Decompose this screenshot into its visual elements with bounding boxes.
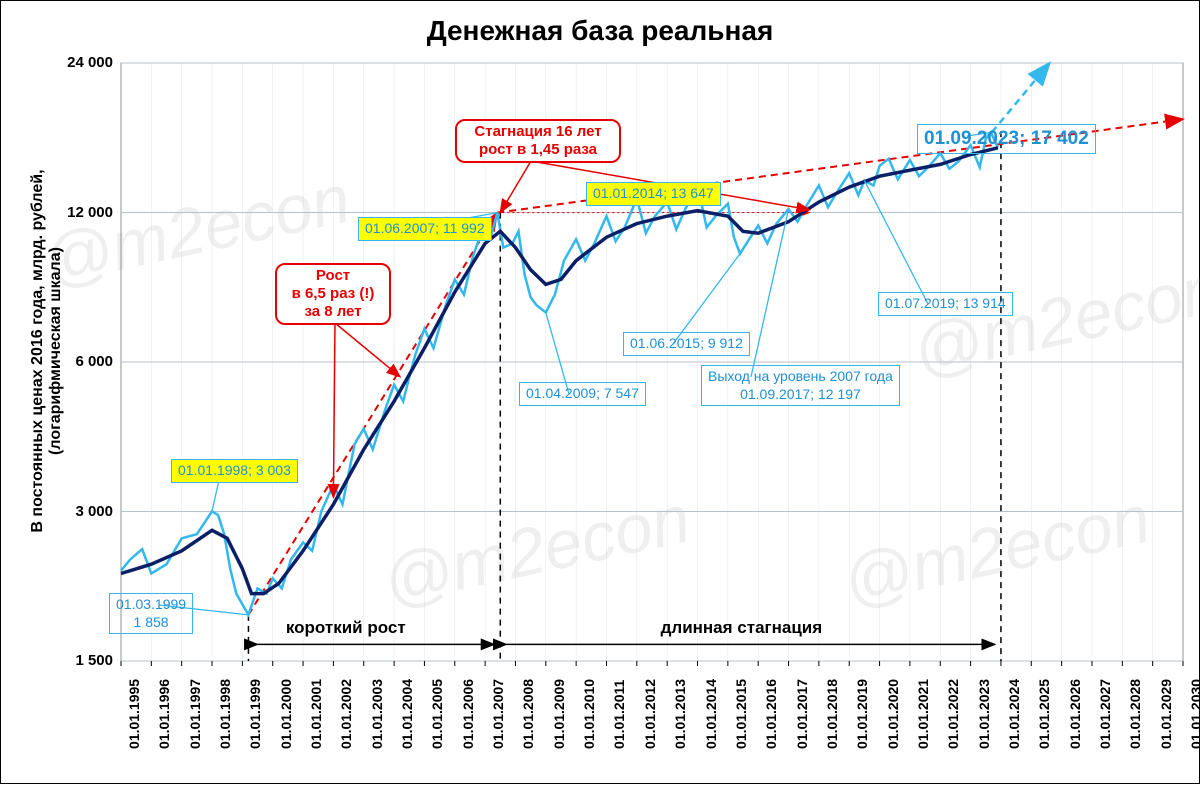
x-tick-label: 01.01.2003 bbox=[369, 679, 385, 749]
x-tick-label: 01.01.2012 bbox=[642, 679, 658, 749]
x-tick-label: 01.01.2011 bbox=[611, 680, 627, 749]
data-label: 01.03.19991 858 bbox=[109, 593, 193, 634]
data-label: 01.01.2014; 13 647 bbox=[586, 182, 721, 206]
period-label-long_stag: длинная стагнация bbox=[661, 618, 823, 638]
x-tick-label: 01.01.2021 bbox=[915, 679, 931, 749]
x-tick-label: 01.01.2006 bbox=[460, 679, 476, 749]
y-tick-label: 12 000 bbox=[61, 204, 113, 221]
y-tick-label: 1 500 bbox=[61, 652, 113, 669]
x-tick-label: 01.01.2023 bbox=[976, 679, 992, 749]
data-label: 01.06.2015; 9 912 bbox=[623, 332, 750, 356]
period-label-short_growth: короткий рост bbox=[286, 618, 406, 638]
x-tick-label: 01.01.2024 bbox=[1006, 679, 1022, 749]
callout: Роств 6,5 раз (!)за 8 лет bbox=[275, 263, 391, 325]
x-tick-label: 01.01.2009 bbox=[551, 679, 567, 749]
x-tick-label: 01.01.2008 bbox=[520, 679, 536, 749]
data-label: Выход на уровень 2007 года01.09.2017; 12… bbox=[701, 365, 900, 406]
x-tick-label: 01.01.2026 bbox=[1067, 679, 1083, 749]
x-tick-label: 01.01.2010 bbox=[581, 679, 597, 749]
y-tick-label: 6 000 bbox=[61, 353, 113, 370]
x-tick-label: 01.01.2001 bbox=[308, 679, 324, 749]
x-tick-label: 01.01.2030 bbox=[1188, 679, 1200, 749]
y-axis-title: В постоянных ценах 2016 года, млрд. рубл… bbox=[29, 131, 65, 571]
x-tick-label: 01.01.1996 bbox=[156, 679, 172, 749]
x-tick-label: 01.01.2019 bbox=[854, 679, 870, 749]
x-tick-label: 01.01.1999 bbox=[247, 679, 263, 749]
x-tick-label: 01.01.2016 bbox=[763, 679, 779, 749]
x-tick-label: 01.01.2000 bbox=[278, 679, 294, 749]
x-tick-label: 01.01.2022 bbox=[945, 679, 961, 749]
y-tick-label: 24 000 bbox=[61, 54, 113, 71]
x-tick-label: 01.01.2005 bbox=[429, 679, 445, 749]
x-tick-label: 01.01.1998 bbox=[217, 679, 233, 749]
x-tick-label: 01.01.2002 bbox=[338, 679, 354, 749]
chart-container: Денежная база реальная @m2econ @m2econ @… bbox=[0, 0, 1200, 784]
x-tick-label: 01.01.2013 bbox=[672, 679, 688, 749]
x-tick-label: 01.01.2020 bbox=[885, 679, 901, 749]
x-tick-label: 01.01.2004 bbox=[399, 679, 415, 749]
x-tick-label: 01.01.1997 bbox=[187, 679, 203, 749]
x-tick-label: 01.01.2014 bbox=[703, 679, 719, 749]
data-label: 01.04.2009; 7 547 bbox=[519, 382, 646, 406]
x-tick-label: 01.01.1995 bbox=[126, 679, 142, 749]
x-tick-label: 01.01.2025 bbox=[1036, 679, 1052, 749]
data-label: 01.09.2023; 17 402 bbox=[917, 124, 1096, 154]
y-tick-label: 3 000 bbox=[61, 503, 113, 520]
x-tick-label: 01.01.2028 bbox=[1127, 679, 1143, 749]
x-tick-label: 01.01.2015 bbox=[733, 679, 749, 749]
callout: Стагнация 16 летрост в 1,45 раза bbox=[455, 119, 621, 163]
data-label: 01.07.2019; 13 914 bbox=[878, 292, 1013, 316]
x-tick-label: 01.01.2007 bbox=[490, 679, 506, 749]
x-tick-label: 01.01.2029 bbox=[1158, 679, 1174, 749]
data-label: 01.06.2007; 11 992 bbox=[358, 217, 492, 241]
x-tick-label: 01.01.2027 bbox=[1097, 679, 1113, 749]
x-tick-label: 01.01.2017 bbox=[794, 679, 810, 749]
x-tick-label: 01.01.2018 bbox=[824, 679, 840, 749]
data-label: 01.01.1998; 3 003 bbox=[171, 459, 298, 483]
